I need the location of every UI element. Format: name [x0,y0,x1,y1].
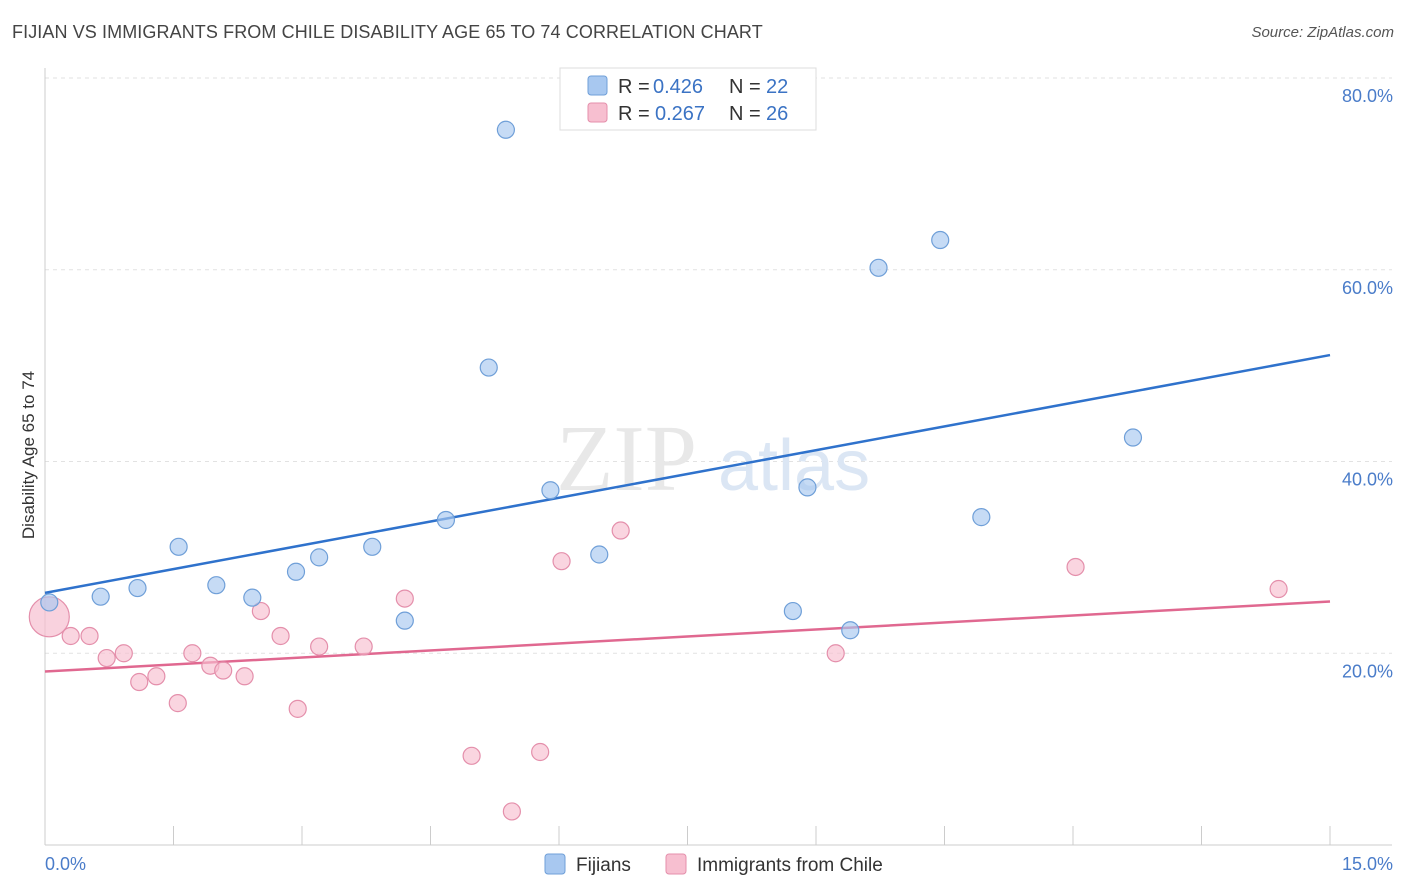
bottom-legend: Fijians Immigrants from Chile [544,853,883,876]
y-tick-label: 80.0% [1342,86,1393,106]
legend-swatch-chile [587,102,608,123]
chile-point [114,644,133,663]
chile-point [288,699,307,718]
chile-point [80,626,99,646]
fijians-point [395,611,414,630]
legend-r-value-1: 0.426 [653,76,703,98]
fijians-point [207,576,226,595]
fijians-point [841,621,860,640]
source-label: Source: ZipAtlas.com [1251,24,1394,41]
chile-point [61,626,80,646]
fijians-point [541,481,560,500]
chile-point [214,661,233,680]
data-points [28,120,1288,821]
y-tick-label: 60.0% [1342,278,1393,298]
chile-point [97,648,116,668]
legend-r-label-1: R = [618,76,650,98]
chile-point [611,521,630,540]
trend-lines [44,353,1331,673]
gridlines [45,77,1392,654]
y-tick-label: 40.0% [1342,470,1393,490]
fijians-point [496,120,515,139]
fijians-point [91,587,110,606]
watermark-atlas: atlas [718,426,870,506]
chile-point [502,802,521,821]
chile-point [310,637,329,656]
top-legend: R = 0.426 N = 22 R = 0.267 N = 26 [559,67,817,131]
chile-point [462,746,481,765]
trend-line-chile [44,600,1331,673]
fijians-point [243,588,262,607]
legend-n-value-1: 22 [766,76,788,98]
axes [44,68,1392,846]
chart-title: FIJIAN VS IMMIGRANTS FROM CHILE DISABILI… [12,22,763,42]
chile-point [1066,557,1085,577]
x-tick-label-min: 0.0% [45,854,86,874]
x-tick-label-max: 15.0% [1342,854,1393,874]
fijians-point [869,258,888,277]
chile-point [354,637,373,656]
trend-line-fijians [44,353,1331,595]
fijians-point [931,230,950,250]
fijians-point [310,548,329,567]
fijians-point [286,562,306,581]
y-axis-label: Disability Age 65 to 74 [19,371,38,539]
bottom-legend-swatch-chile [665,853,687,875]
fijians-point [363,537,382,556]
bottom-legend-swatch-fijians [544,853,566,875]
fijians-point [40,593,59,612]
chile-point [251,601,270,621]
fijians-point [169,537,188,556]
fijians-point [1123,428,1143,447]
legend-n-label-2: N = [729,103,761,125]
bottom-legend-fijians: Fijians [576,855,631,876]
legend-swatch-fijians [587,75,608,96]
chile-point [826,644,845,663]
chile-point [1269,579,1288,599]
legend-n-label-1: N = [729,76,761,98]
fijians-point [128,578,147,598]
chile-point [552,552,571,571]
chile-point [531,742,550,762]
fijians-point [436,510,456,530]
y-tick-label: 20.0% [1342,661,1393,681]
bottom-legend-chile: Immigrants from Chile [697,855,883,876]
fijians-point [590,545,609,564]
fijians-point [783,601,802,621]
chile-point [395,589,414,608]
chile-point [235,667,254,686]
chile-point [183,644,202,663]
legend-r-value-2: 0.267 [655,103,705,125]
fijians-point [972,508,991,527]
chile-point [168,694,187,713]
legend-n-value-2: 26 [766,103,788,125]
chile-point [271,626,290,646]
watermark: ZIP atlas [556,407,870,511]
chile-point [147,667,166,686]
fijians-point [798,478,817,497]
fijians-point [479,358,498,377]
tick-labels: 20.0% 40.0% 60.0% 80.0% 0.0% 15.0% [45,86,1393,874]
chile-point [130,672,149,692]
legend-r-label-2: R = [618,103,650,125]
